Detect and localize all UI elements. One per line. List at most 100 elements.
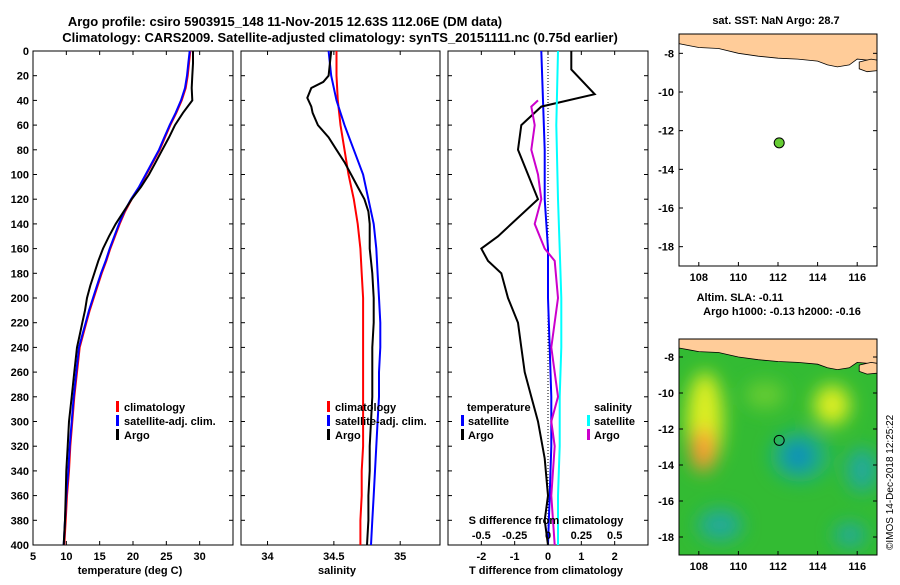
x-tick-label: 5	[30, 551, 36, 563]
salinity-panel: 34 34.5 35 climatology satellite-adj. clim…	[240, 50, 441, 577]
x-tick-label: -2	[476, 551, 486, 563]
depth-tick-label: 400	[11, 540, 29, 552]
title-line2: Climatology: CARS2009. Satellite-adjuste…	[62, 30, 618, 45]
legend-s-satellite: satellite	[594, 416, 635, 428]
argo-location-marker	[773, 434, 785, 446]
sla-map: Altim. SLA: -0.11 Argo h1000: -0.13 h200…	[658, 292, 878, 573]
lat-tick-label: -8	[664, 352, 674, 364]
s-difference-tick-label: 0.25	[571, 530, 592, 542]
sla-low-se	[834, 523, 866, 547]
x-tick-label: 35	[394, 551, 406, 563]
legend-satellite-adj: satellite-adj. clim.	[124, 416, 216, 428]
lat-tick-label: -10	[658, 87, 674, 99]
title-line1: Argo profile: csiro 5903915_148 11-Nov-2…	[68, 14, 502, 29]
legend-swatch-s-satellite	[587, 415, 590, 426]
imos-watermark: ©IMOS 14-Dec-2018 12:25:22	[885, 414, 896, 550]
legend-swatch-argo	[327, 429, 330, 440]
temperature-xlabel: temperature (deg C)	[78, 565, 183, 577]
series-line-satellite-adj-clim-	[327, 50, 382, 546]
lat-tick-label: -16	[658, 203, 674, 215]
depth-tick-label: 140	[11, 219, 29, 231]
difference-panel: -2 -1 0 1 2 temperature salinity satellite A…	[447, 50, 649, 577]
depth-tick-label: 300	[11, 417, 29, 429]
sla-field	[679, 339, 877, 555]
sla-low-halo	[770, 430, 830, 482]
lon-tick-label: 108	[690, 272, 708, 284]
temperature-legend: climatology satellite-adj. clim. Argo	[116, 401, 216, 442]
depth-tick-label: 380	[11, 515, 29, 527]
legend-swatch-t-satellite	[461, 415, 464, 426]
series-line-climatology	[63, 50, 192, 546]
sla-low-east	[846, 448, 877, 492]
sla-peak-west	[691, 428, 715, 472]
depth-tick-label: 20	[17, 71, 29, 83]
depth-tick-label: 220	[11, 318, 29, 330]
series-line-argo	[306, 50, 375, 546]
temperature-panel: 0 20 40 60 80 100 120 140 160 180 200 220 240 260 280 3…	[11, 46, 234, 577]
lon-tick-label: 116	[848, 272, 866, 284]
depth-tick-label: 80	[17, 145, 29, 157]
legend-swatch-satellite	[116, 415, 119, 426]
legend-swatch-satellite	[327, 415, 330, 426]
x-tick-label: 0	[545, 551, 551, 563]
series-line-climatology	[335, 51, 365, 545]
lat-tick-label: -18	[658, 242, 674, 254]
series-line-t-satellite	[540, 50, 553, 546]
depth-tick-label: 160	[11, 244, 29, 256]
land-java	[679, 339, 877, 371]
s-difference-tick-label: -0.25	[502, 530, 527, 542]
argo-location-marker	[773, 137, 785, 149]
x-tick-label: 10	[60, 551, 72, 563]
depth-tick-label: 100	[11, 170, 29, 182]
sst-map-title: sat. SST: NaN Argo: 28.7	[712, 15, 839, 27]
legend-swatch-climatology	[327, 401, 330, 412]
x-tick-label: 30	[194, 551, 206, 563]
lon-tick-label: 110	[730, 561, 748, 573]
lat-tick-label: -12	[658, 126, 674, 138]
series-line-s-satellite	[555, 50, 563, 545]
depth-tick-label: 200	[11, 293, 29, 305]
legend-s-argo: Argo	[594, 430, 620, 442]
sla-map-title2: Argo h1000: -0.13 h2000: -0.16	[703, 306, 861, 318]
depth-tick-label: 320	[11, 441, 29, 453]
legend-t-argo: Argo	[468, 430, 494, 442]
lon-tick-label: 112	[769, 561, 787, 573]
depth-tick-label: 340	[11, 466, 29, 478]
t-difference-xlabel: T difference from climatology	[469, 565, 624, 577]
depth-tick-label: 360	[11, 491, 29, 503]
lon-tick-label: 114	[809, 561, 828, 573]
land-java	[678, 33, 878, 68]
sst-map: sat. SST: NaN Argo: 28.7 108 110 112 114 116…	[658, 15, 878, 284]
lon-tick-label: 116	[848, 561, 866, 573]
legend-climatology: climatology	[124, 402, 186, 414]
x-tick-label: 20	[127, 551, 139, 563]
depth-tick-label: 40	[17, 95, 29, 107]
s-difference-tick-label: 0.5	[607, 530, 622, 542]
land-bali	[858, 58, 878, 73]
legend-swatch-argo	[116, 429, 119, 440]
lat-tick-label: -18	[658, 532, 674, 544]
temperature-plot-frame	[32, 50, 234, 546]
sst-map-background	[679, 34, 877, 266]
x-tick-label: 34.5	[323, 551, 344, 563]
legend-swatch-s-argo	[587, 429, 590, 440]
lon-tick-label: 108	[690, 561, 708, 573]
legend-t-satellite: satellite	[468, 416, 509, 428]
legend-swatch-t-argo	[461, 429, 464, 440]
lon-tick-label: 110	[730, 272, 748, 284]
lon-tick-label: 114	[809, 272, 828, 284]
legend-title-temperature: temperature	[467, 402, 531, 414]
sla-mid	[745, 381, 785, 409]
series-line-argo	[62, 51, 194, 546]
s-difference-label: S difference from climatology	[469, 515, 625, 527]
salinity-legend: climatology satellite-adj. clim. Argo	[327, 401, 427, 442]
depth-tick-label: 240	[11, 342, 29, 354]
difference-legend: temperature salinity satellite Argo sate…	[461, 402, 635, 442]
salinity-xlabel: salinity	[318, 565, 357, 577]
sla-map-title1: Altim. SLA: -0.11	[697, 292, 784, 304]
lat-tick-label: -12	[658, 424, 674, 436]
legend-argo: Argo	[124, 430, 150, 442]
sla-high-east	[814, 385, 850, 425]
lat-tick-label: -10	[658, 388, 674, 400]
